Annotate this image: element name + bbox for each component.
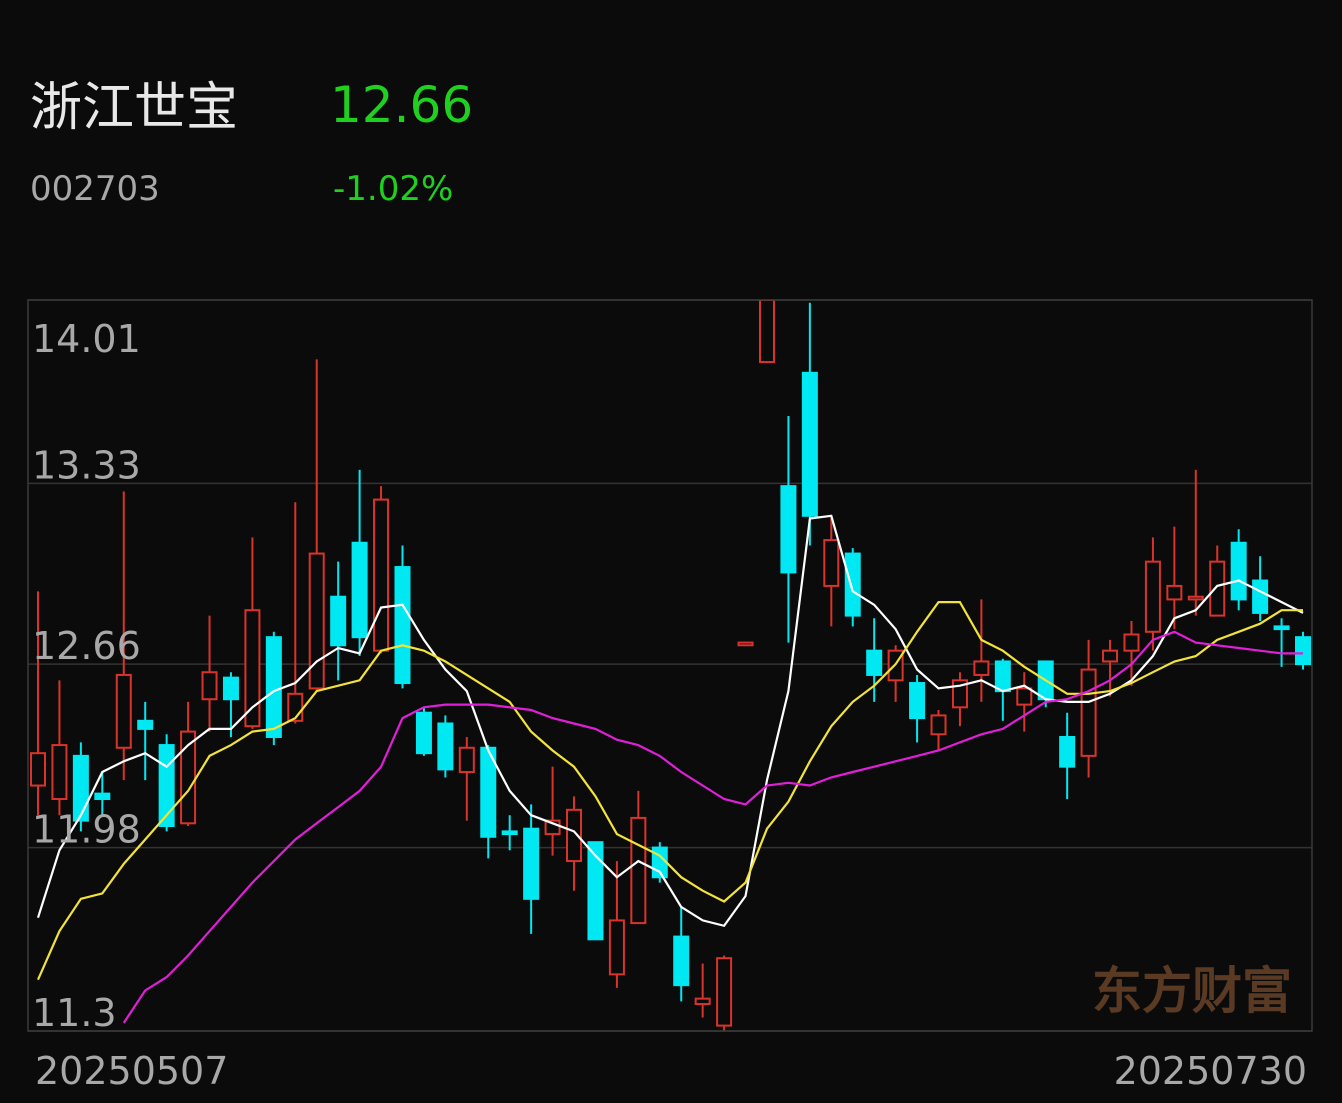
candle-body bbox=[1059, 735, 1076, 768]
candle-body bbox=[501, 830, 518, 836]
candle-body bbox=[866, 649, 883, 676]
candle-body bbox=[994, 660, 1011, 693]
moving-average-line bbox=[122, 630, 1303, 1024]
moving-average-line bbox=[36, 514, 1304, 928]
y-tick-label: 11.3 bbox=[32, 991, 117, 1035]
candle-body bbox=[373, 498, 390, 652]
y-tick-label: 12.66 bbox=[32, 624, 141, 668]
candle-body bbox=[844, 552, 861, 617]
candle-body bbox=[930, 714, 947, 736]
y-tick-label: 11.98 bbox=[32, 808, 141, 852]
candle-body bbox=[330, 595, 347, 647]
candle-body bbox=[737, 641, 754, 647]
candle-body bbox=[1080, 668, 1097, 757]
candle-body bbox=[1230, 541, 1247, 601]
candle-body bbox=[265, 636, 282, 738]
candle-body bbox=[1166, 584, 1183, 601]
candle-body bbox=[415, 711, 432, 755]
candle-body bbox=[1187, 595, 1204, 601]
candle-body bbox=[694, 997, 711, 1006]
candle-body bbox=[30, 752, 46, 787]
candle-body bbox=[801, 371, 818, 517]
watermark: 东方财富 bbox=[1092, 962, 1292, 1020]
labels: 14.01 13.33 12.66 11.98 11.3 20250507 20250730 bbox=[32, 317, 1307, 1093]
candle-body bbox=[973, 660, 990, 676]
candle-body bbox=[716, 957, 733, 1027]
plot-border bbox=[27, 299, 1313, 1032]
candle-body bbox=[758, 300, 775, 364]
y-tick-label: 13.33 bbox=[32, 443, 141, 487]
candle-body bbox=[630, 816, 647, 925]
candle-body bbox=[222, 676, 239, 701]
candle-body bbox=[823, 539, 840, 587]
candle-body bbox=[780, 485, 797, 574]
candle-body bbox=[437, 722, 454, 771]
candle-body bbox=[458, 746, 475, 774]
candle-body bbox=[94, 792, 111, 801]
candle-body bbox=[1273, 625, 1290, 631]
candle-body bbox=[1102, 649, 1119, 663]
candle-body bbox=[351, 541, 368, 639]
candle-body bbox=[51, 744, 68, 801]
stock-price: 12.66 bbox=[330, 76, 473, 134]
candle-body bbox=[1016, 687, 1033, 706]
stock-code: 002703 bbox=[30, 169, 160, 209]
candle-body bbox=[201, 671, 218, 701]
candle-body bbox=[394, 566, 411, 685]
moving-average-line bbox=[36, 601, 1303, 981]
candle-body bbox=[673, 935, 690, 987]
y-tick-label: 14.01 bbox=[32, 317, 141, 361]
plot-area bbox=[30, 300, 1311, 1031]
candle-body bbox=[566, 808, 583, 863]
candle-body bbox=[608, 919, 625, 976]
candle-body bbox=[1144, 560, 1161, 633]
candle-body bbox=[244, 609, 261, 728]
x-tick-label: 20250730 bbox=[1114, 1049, 1307, 1093]
candle-body bbox=[909, 682, 926, 720]
candle-body bbox=[1209, 560, 1226, 617]
candle-body bbox=[587, 841, 604, 941]
candle-body bbox=[523, 827, 540, 900]
candle-body bbox=[1295, 636, 1311, 666]
candle-body bbox=[1252, 579, 1269, 614]
x-tick-label: 20250507 bbox=[35, 1049, 228, 1093]
candle-body bbox=[72, 754, 89, 822]
stock-name: 浙江世宝 bbox=[30, 78, 238, 138]
candle-body bbox=[115, 673, 132, 749]
candle-body bbox=[1123, 633, 1140, 652]
candle-body bbox=[137, 719, 154, 730]
candle-body bbox=[308, 552, 325, 690]
stock-change: -1.02% bbox=[333, 169, 453, 209]
